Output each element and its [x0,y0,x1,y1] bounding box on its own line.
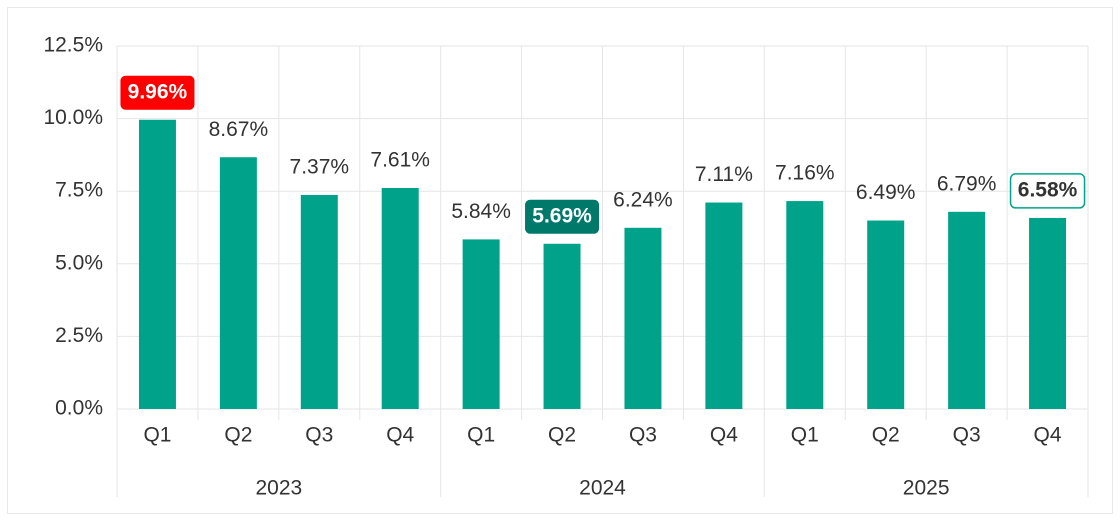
bar [138,119,176,409]
y-tick-label: 12.5% [43,34,103,57]
y-tick-label: 2.5% [55,324,103,347]
group-label: 2025 [903,477,950,500]
chart-frame [7,7,1113,514]
x-tick-label: Q2 [872,424,900,447]
bar [543,243,581,409]
x-tick-label: Q2 [224,424,252,447]
x-tick-label: Q2 [548,424,576,447]
bar [948,211,986,409]
value-label: 6.24% [613,188,673,211]
group-label: 2023 [255,477,302,500]
bar [462,239,500,409]
bar [219,157,257,409]
bar [300,194,338,409]
group-label: 2024 [579,477,626,500]
x-tick-label: Q3 [953,424,981,447]
bar [786,201,824,409]
bar [624,227,662,409]
y-tick-label: 7.5% [55,179,103,202]
bar [705,202,743,409]
bar [1029,217,1067,409]
x-tick-label: Q4 [1034,424,1062,447]
value-label-box [1009,173,1086,209]
x-tick-label: Q1 [791,424,819,447]
value-label: 8.67% [209,118,269,141]
value-label: 9.96% [128,80,188,103]
y-tick-label: 5.0% [55,251,103,274]
value-label: 7.61% [370,149,430,172]
value-label: 7.11% [695,163,753,186]
bar [867,220,905,409]
value-label: 5.69% [532,204,592,227]
value-label-box [120,75,195,110]
x-tick-label: Q1 [143,424,171,447]
x-tick-label: Q4 [710,424,738,447]
value-label: 6.58% [1018,178,1078,201]
value-label: 6.49% [856,181,916,204]
x-tick-label: Q3 [629,424,657,447]
y-tick-label: 10.0% [43,106,103,129]
y-tick-label: 0.0% [55,397,103,420]
value-label: 7.16% [775,162,835,185]
x-tick-label: Q4 [386,424,414,447]
bar [381,188,419,409]
value-label: 7.37% [290,156,350,179]
value-label: 6.79% [937,172,997,195]
value-label-box [525,199,600,234]
value-label: 5.84% [451,200,511,223]
x-tick-label: Q1 [467,424,495,447]
x-tick-label: Q3 [305,424,333,447]
